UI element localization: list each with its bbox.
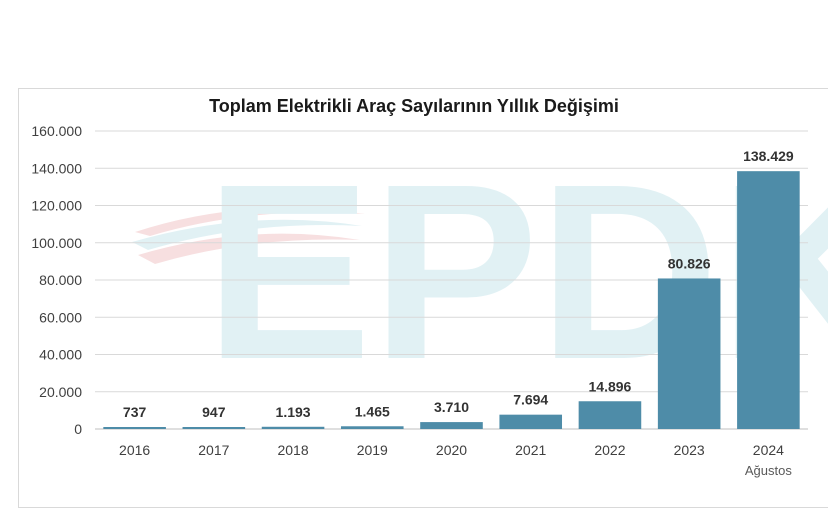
x-tick-label: 2024 xyxy=(753,442,784,458)
bar xyxy=(737,171,800,429)
y-tick-label: 40.000 xyxy=(39,347,82,363)
y-tick-label: 160.000 xyxy=(31,123,82,139)
epdk-watermark-logo: EPDK xyxy=(132,132,828,411)
data-label: 737 xyxy=(123,404,147,420)
bar xyxy=(103,427,166,429)
data-label: 1.193 xyxy=(276,404,311,420)
x-tick-label: 2019 xyxy=(357,442,388,458)
x-tick-label: 2022 xyxy=(594,442,625,458)
watermark-swoosh-blue xyxy=(132,219,362,250)
y-tick-label: 20.000 xyxy=(39,384,82,400)
x-axis-ticks: 2016 2017 2018 2019 2020 2021 2022 2023 2024 Ağus… xyxy=(119,442,792,478)
bars xyxy=(103,171,800,429)
x-tick-label: 2020 xyxy=(436,442,467,458)
y-tick-label: 120.000 xyxy=(31,198,82,214)
x-tick-label: 2021 xyxy=(515,442,546,458)
bar xyxy=(420,422,483,429)
x-tick-sublabel: Ağustos xyxy=(745,463,792,478)
x-tick-label: 2017 xyxy=(198,442,229,458)
y-tick-label: 100.000 xyxy=(31,235,82,251)
bar xyxy=(657,278,721,429)
bar xyxy=(499,414,563,429)
data-label: 1.465 xyxy=(355,403,390,419)
data-label: 80.826 xyxy=(668,255,711,271)
chart-title: Toplam Elektrikli Araç Sayılarının Yıllı… xyxy=(209,96,619,116)
y-tick-label: 0 xyxy=(74,421,82,437)
y-tick-label: 140.000 xyxy=(31,160,82,176)
x-tick-label: 2018 xyxy=(277,442,308,458)
watermark-swoosh-red xyxy=(135,208,365,236)
data-label: 138.429 xyxy=(743,148,794,164)
y-tick-label: 80.000 xyxy=(39,272,82,288)
data-label: 3.710 xyxy=(434,399,469,415)
y-axis-ticks: 0 20.000 40.000 60.000 80.000 100.000 120.000 1… xyxy=(31,123,82,437)
data-label: 7.694 xyxy=(513,392,548,408)
data-label: 947 xyxy=(202,404,226,420)
y-tick-label: 60.000 xyxy=(39,309,82,325)
watermark-swoosh-red-2 xyxy=(138,233,360,264)
x-tick-label: 2023 xyxy=(674,442,705,458)
bar xyxy=(578,401,642,429)
bar xyxy=(261,426,325,429)
bar xyxy=(340,426,404,429)
bar xyxy=(182,427,246,429)
data-label: 14.896 xyxy=(589,378,632,394)
data-labels: 737 947 1.193 1.465 3.710 7.694 14.896 80.826 13… xyxy=(123,148,794,420)
watermark-letters: EPDK xyxy=(205,132,828,411)
x-tick-label: 2016 xyxy=(119,442,150,458)
